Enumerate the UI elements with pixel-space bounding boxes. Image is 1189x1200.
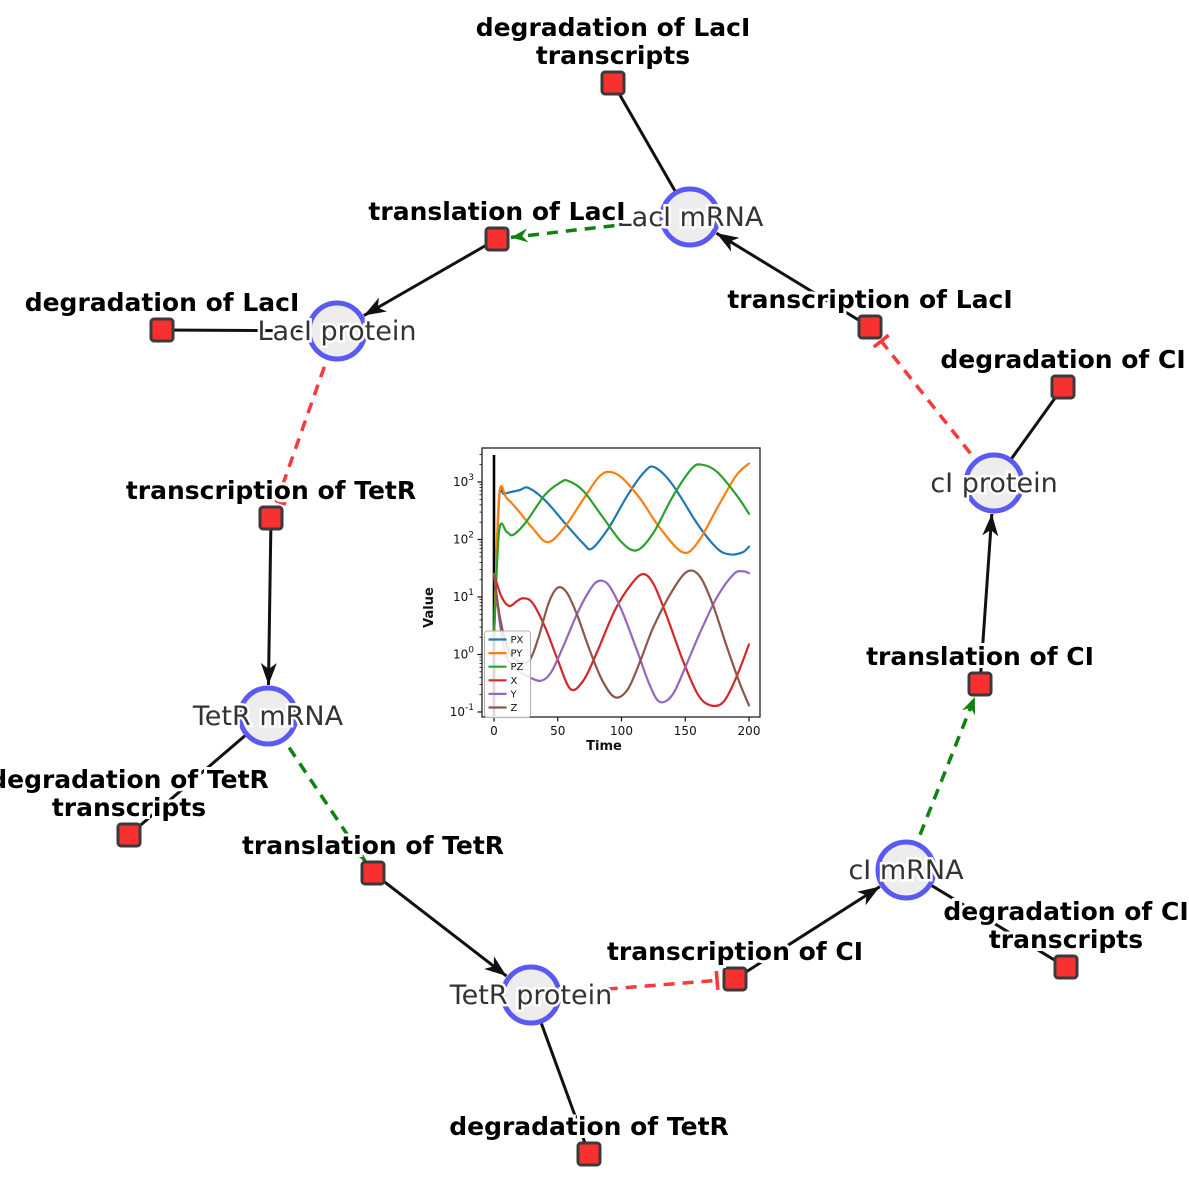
chart-legend: PX PY PZ XYZ [484,630,531,719]
legend-label-PX: PX [511,635,524,646]
legend-label-PY: PY [511,649,524,660]
legend-box [484,630,531,719]
species-label-ci-mrna: cI mRNA [848,855,964,886]
y-tick-exponent: 1 [468,588,474,598]
reaction-node-transcription-ci [722,966,748,992]
x-axis-title: Time [586,739,622,754]
edge-transcription-laci-to-laci-mrna [715,231,871,329]
reaction-label-deg-ci-transcripts: degradation of CI transcripts [943,897,1188,954]
edge-transcription-tetr-to-tetr-mrna [260,517,277,686]
x-tick-label: 100 [610,724,633,738]
legend-label-X: X [511,676,518,687]
y-tick-exponent: 3 [468,473,474,483]
reaction-label-line: degradation of CI [943,897,1188,926]
x-tick-label: 150 [674,724,697,738]
edge-tetr-protein-to-transcription-ci [530,970,720,997]
plot-frame [481,447,761,718]
edge-ci-mrna-to-deg-ci-transcripts [905,868,1067,969]
labels-layer: LacI mRNA LacI protein TetR mRNA TetR prote… [0,10,1189,1144]
x-tick-label: 200 [738,724,761,738]
edges-layer [128,82,1067,1155]
reaction-nodes-layer [116,70,1079,1167]
reaction-label-deg-laci-transcripts: degradation of LacI transcripts [476,13,751,70]
reaction-label-line: transcription of CI [607,937,863,966]
species-node-ci-mrna [875,839,937,901]
reaction-label-line: transcripts [989,925,1143,954]
reaction-label-line: degradation of LacI [25,288,300,317]
reaction-label-line: degradation of CI [940,345,1185,374]
reaction-node-translation-tetr [360,860,386,886]
series-PX [492,465,751,639]
species-node-tetr-protein [500,964,562,1026]
reaction-label-translation-ci: translation of CI [866,642,1094,671]
reaction-label-transcription-laci: transcription of LacI [727,285,1012,314]
species-node-laci-mrna [659,186,721,248]
reaction-node-deg-tetr-transcripts [116,822,142,848]
reaction-label-line: translation of CI [866,642,1094,671]
reaction-label-deg-laci: degradation of LacI [25,288,300,317]
reaction-node-deg-laci [149,317,175,343]
reaction-label-line: transcription of TetR [126,476,416,505]
reaction-node-translation-ci [967,671,993,697]
species-label-laci-protein: LacI protein [258,316,417,347]
species-node-laci-protein [306,300,368,362]
reaction-node-transcription-tetr [258,505,284,531]
series-PZ [492,463,751,639]
y-tick-exponent: 2 [468,531,474,541]
reaction-node-deg-laci-transcripts [600,70,626,96]
reaction-label-deg-tetr-transcripts: degradation of TetR transcripts [0,765,269,822]
edge-translation-laci-to-laci-protein [363,237,498,317]
reaction-label-translation-laci: translation of LacI [368,197,625,226]
edge-transcription-ci-to-ci-mrna [734,885,881,981]
series-X [492,573,751,708]
x-tick-label: 50 [550,724,565,738]
reaction-label-line: degradation of TetR [0,765,269,794]
y-tick-exponent: 0 [468,646,474,656]
reaction-label-line: degradation of LacI [476,13,751,42]
legend-label-Z: Z [511,703,518,714]
edge-translation-tetr-to-tetr-protein [372,871,508,978]
y-axis-title: Value [422,587,437,628]
reaction-label-line: translation of TetR [242,831,504,860]
reaction-label-line: transcripts [52,793,206,822]
reaction-label-deg-ci: degradation of CI [940,345,1185,374]
reaction-node-deg-tetr [576,1141,602,1167]
reaction-node-translation-laci [484,226,510,252]
reaction-label-line: transcription of LacI [727,285,1012,314]
reaction-label-transcription-tetr: transcription of TetR [126,476,416,505]
reaction-label-translation-tetr: translation of TetR [242,831,504,860]
species-node-ci-protein [963,452,1025,514]
species-label-laci-mrna: LacI mRNA [617,202,764,233]
species-label-tetr-mrna: TetR mRNA [192,701,344,732]
legend-label-PZ: PZ [511,662,524,673]
species-node-tetr-mrna [237,685,299,747]
reaction-node-deg-ci [1050,374,1076,400]
legend-label-Y: Y [510,689,518,700]
reaction-node-deg-ci-transcripts [1053,954,1079,980]
species-label-tetr-protein: TetR protein [449,980,612,1011]
x-tick-label: 0 [490,724,498,738]
reaction-label-line: degradation of TetR [449,1112,729,1141]
reaction-label-line: translation of LacI [368,197,625,226]
reaction-label-transcription-ci: transcription of CI [607,937,863,966]
edge-ci-mrna-to-translation-ci [904,696,977,871]
y-tick-exponent: -1 [465,703,474,713]
reaction-node-transcription-laci [857,314,883,340]
reaction-label-deg-tetr: degradation of TetR [449,1112,729,1141]
series-PY [492,462,751,639]
reaction-label-line: transcripts [536,41,690,70]
species-label-ci-protein: cI protein [930,468,1057,499]
species-nodes-layer [237,186,1025,1026]
edge-translation-ci-to-ci-protein [978,513,999,685]
